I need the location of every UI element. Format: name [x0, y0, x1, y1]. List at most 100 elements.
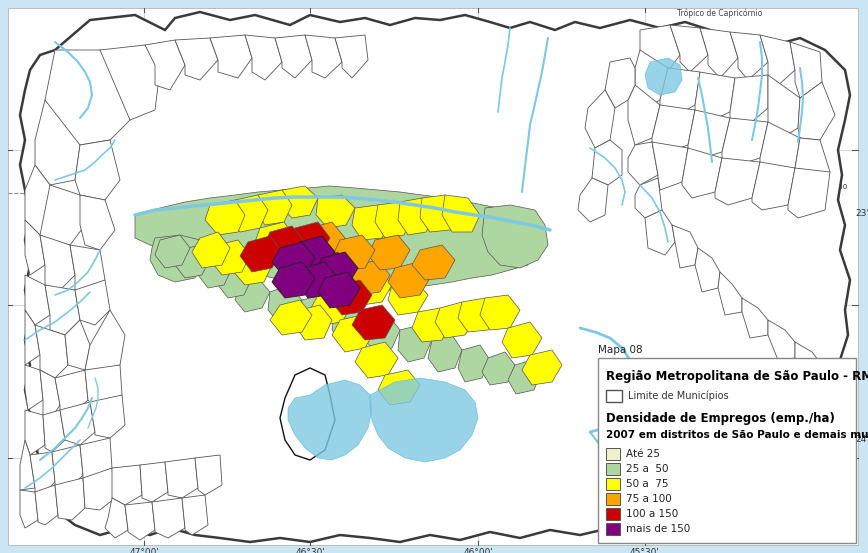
- Polygon shape: [480, 295, 520, 330]
- Polygon shape: [305, 35, 342, 78]
- Polygon shape: [798, 82, 835, 140]
- Polygon shape: [210, 35, 252, 78]
- Text: 50 a  75: 50 a 75: [626, 479, 668, 489]
- Polygon shape: [25, 220, 45, 275]
- Polygon shape: [670, 25, 708, 72]
- Polygon shape: [255, 222, 295, 258]
- Polygon shape: [255, 190, 292, 225]
- Polygon shape: [458, 298, 498, 332]
- Polygon shape: [75, 140, 120, 200]
- Polygon shape: [715, 158, 760, 205]
- Polygon shape: [352, 270, 392, 305]
- Polygon shape: [145, 40, 185, 90]
- Polygon shape: [722, 118, 768, 165]
- Polygon shape: [760, 35, 795, 88]
- Text: Trópico de Capricórnio: Trópico de Capricórnio: [677, 8, 762, 18]
- Bar: [598, 358, 856, 543]
- Polygon shape: [135, 186, 528, 292]
- Polygon shape: [742, 298, 768, 338]
- Polygon shape: [152, 498, 185, 538]
- Polygon shape: [522, 350, 562, 385]
- Polygon shape: [335, 35, 368, 78]
- Polygon shape: [85, 365, 122, 408]
- Polygon shape: [388, 262, 430, 298]
- Polygon shape: [315, 252, 358, 288]
- Polygon shape: [40, 185, 85, 245]
- Polygon shape: [635, 50, 668, 110]
- Polygon shape: [80, 438, 112, 480]
- Polygon shape: [140, 462, 168, 502]
- Polygon shape: [333, 235, 375, 270]
- Polygon shape: [645, 58, 682, 95]
- Polygon shape: [768, 320, 795, 360]
- Polygon shape: [25, 165, 55, 235]
- Polygon shape: [700, 28, 738, 78]
- Polygon shape: [90, 395, 125, 438]
- Polygon shape: [592, 140, 622, 185]
- Polygon shape: [305, 222, 345, 258]
- Text: Limite de Municípios: Limite de Municípios: [628, 391, 728, 401]
- Text: 25 a  50: 25 a 50: [626, 464, 668, 474]
- Polygon shape: [672, 225, 698, 268]
- Bar: [606, 478, 620, 490]
- Polygon shape: [272, 262, 315, 298]
- Polygon shape: [20, 12, 850, 542]
- Polygon shape: [795, 138, 830, 182]
- Polygon shape: [165, 458, 198, 498]
- Text: 75 a 100: 75 a 100: [626, 494, 672, 504]
- Polygon shape: [640, 25, 680, 75]
- Polygon shape: [682, 148, 722, 198]
- Polygon shape: [398, 198, 435, 235]
- Text: Região Metropolitana de São Paulo - RMSP: Região Metropolitana de São Paulo - RMSP: [606, 370, 868, 383]
- Polygon shape: [30, 452, 55, 495]
- Polygon shape: [25, 275, 50, 325]
- Polygon shape: [288, 222, 330, 258]
- Polygon shape: [352, 205, 390, 240]
- Polygon shape: [295, 305, 332, 340]
- Text: 100 a 150: 100 a 150: [626, 509, 678, 519]
- Bar: [606, 523, 620, 535]
- Bar: [606, 390, 622, 402]
- Polygon shape: [175, 245, 210, 278]
- Polygon shape: [300, 295, 335, 332]
- Polygon shape: [210, 240, 250, 275]
- Polygon shape: [788, 168, 830, 218]
- Polygon shape: [65, 320, 90, 370]
- Polygon shape: [272, 242, 315, 278]
- Polygon shape: [155, 235, 190, 268]
- Polygon shape: [695, 72, 735, 122]
- Polygon shape: [292, 236, 335, 272]
- Polygon shape: [378, 370, 420, 405]
- Polygon shape: [718, 272, 742, 315]
- Polygon shape: [280, 368, 335, 460]
- Bar: [606, 508, 620, 520]
- Text: Mapa 08: Mapa 08: [598, 345, 642, 355]
- Polygon shape: [332, 315, 375, 352]
- Text: Trópico de Capricórnio: Trópico de Capricórnio: [762, 181, 847, 191]
- Polygon shape: [182, 495, 208, 535]
- Polygon shape: [100, 45, 160, 120]
- Text: 45°30': 45°30': [630, 548, 660, 553]
- Polygon shape: [368, 235, 410, 270]
- Polygon shape: [60, 402, 95, 445]
- Polygon shape: [502, 322, 542, 358]
- Polygon shape: [150, 235, 205, 282]
- Polygon shape: [195, 455, 222, 495]
- Polygon shape: [365, 315, 400, 352]
- Polygon shape: [55, 478, 85, 520]
- Polygon shape: [752, 162, 795, 210]
- Polygon shape: [420, 195, 458, 232]
- Polygon shape: [175, 38, 218, 80]
- Polygon shape: [330, 280, 372, 315]
- Polygon shape: [192, 232, 230, 268]
- Polygon shape: [352, 305, 395, 340]
- Polygon shape: [578, 178, 608, 222]
- Polygon shape: [652, 142, 688, 190]
- Polygon shape: [35, 485, 58, 525]
- Polygon shape: [795, 342, 822, 382]
- Polygon shape: [45, 285, 80, 335]
- Polygon shape: [660, 68, 700, 118]
- Polygon shape: [645, 210, 675, 255]
- Text: 47°00': 47°00': [129, 548, 159, 553]
- Polygon shape: [295, 262, 338, 298]
